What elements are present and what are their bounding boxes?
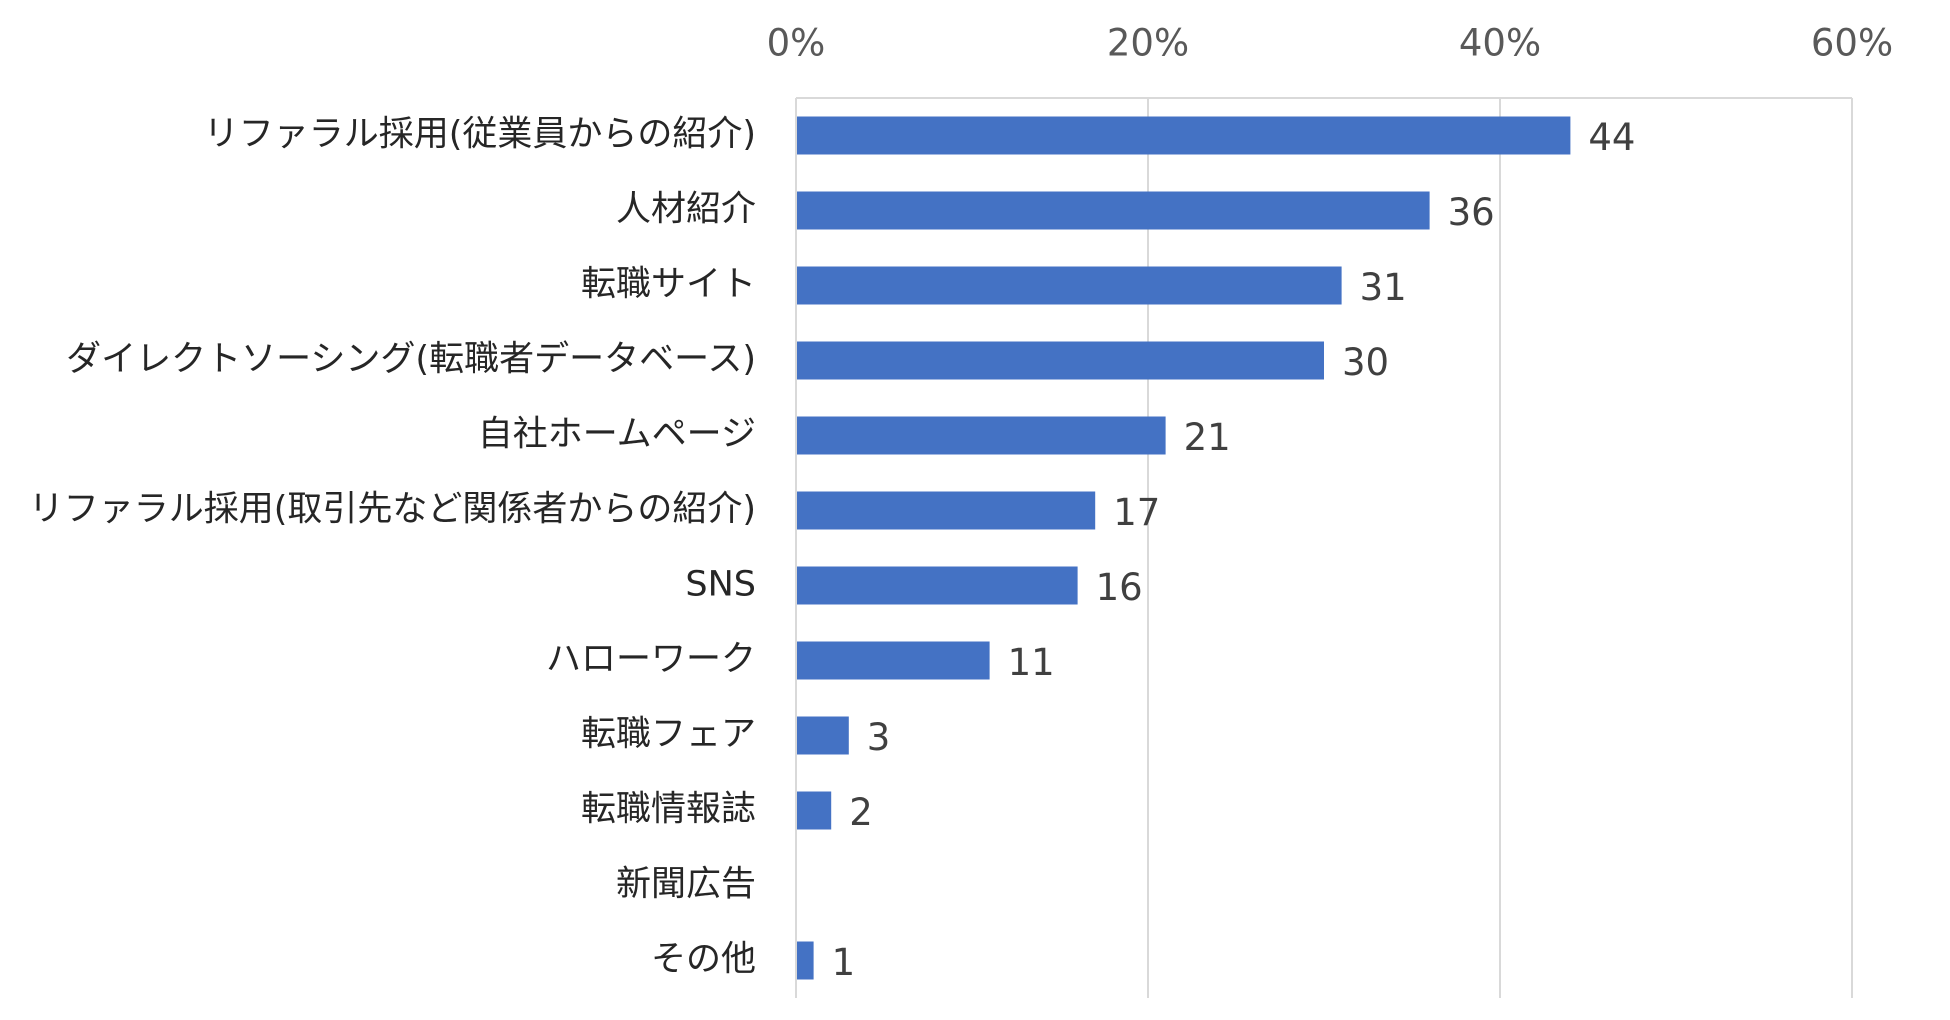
category-label: 転職情報誌 <box>581 790 756 830</box>
bar <box>796 191 1430 230</box>
x-tick-label: 60% <box>1811 22 1893 65</box>
x-tick-label: 0% <box>767 22 826 65</box>
data-label: 1 <box>832 941 856 984</box>
data-label: 44 <box>1588 116 1635 159</box>
category-label: 人材紹介 <box>616 190 756 230</box>
category-label: リファラル採用(取引先など関係者からの紹介) <box>29 490 756 530</box>
data-label: 36 <box>1448 191 1495 234</box>
x-tick-label: 20% <box>1107 22 1189 65</box>
x-tick-label: 40% <box>1459 22 1541 65</box>
bar <box>796 416 1166 455</box>
data-label: 17 <box>1113 491 1160 534</box>
category-label: 自社ホームページ <box>478 415 756 455</box>
category-label: ダイレクトソーシング(転職者データベース) <box>66 340 756 380</box>
bar <box>796 491 1096 530</box>
category-label: 転職サイト <box>581 265 756 305</box>
category-labels: リファラル採用(従業員からの紹介) 人材紹介転職サイトダイレクトソーシング(転職者… <box>29 115 756 980</box>
bar <box>796 566 1078 605</box>
bar <box>796 941 814 980</box>
category-label: SNS <box>685 565 756 605</box>
bars <box>796 116 1571 980</box>
data-label: 2 <box>849 791 873 834</box>
category-label: ハローワーク <box>546 640 756 680</box>
bar <box>796 641 990 680</box>
bar <box>796 716 849 755</box>
category-label: リファラル採用(従業員からの紹介) <box>204 115 756 155</box>
data-label: 21 <box>1184 416 1231 459</box>
data-label: 16 <box>1096 566 1143 609</box>
category-label: 転職フェア <box>581 715 756 755</box>
category-label: その他 <box>651 940 756 980</box>
data-label: 3 <box>867 716 891 759</box>
bar <box>796 341 1324 380</box>
bar <box>796 266 1342 305</box>
data-label: 31 <box>1360 266 1407 309</box>
data-label: 30 <box>1342 341 1389 384</box>
data-label: 11 <box>1008 641 1055 684</box>
bar <box>796 116 1571 155</box>
x-axis-tick-labels: 0% 20% 40% 60% <box>767 22 1893 65</box>
bar <box>796 791 832 830</box>
category-label: 新聞広告 <box>616 865 756 905</box>
gridlines <box>796 97 1853 998</box>
